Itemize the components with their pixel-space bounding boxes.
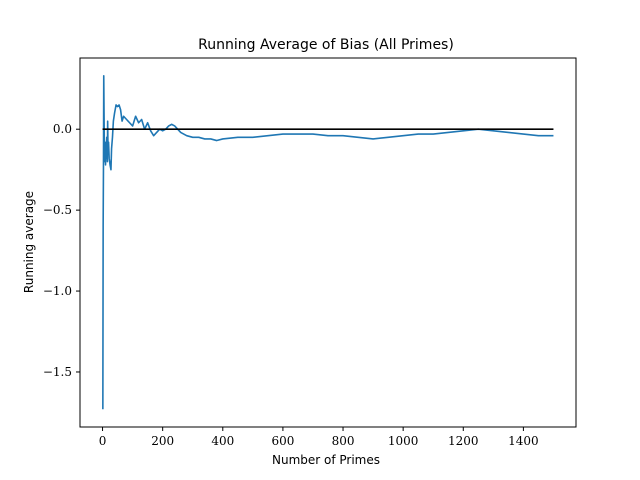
y-tick-label: 0.0 [53,122,72,136]
x-axis: 0 200 400 600 800 1000 1200 1400 [99,427,539,448]
y-axis: −1.5 −1.0 −0.5 0.0 [43,122,80,379]
x-tick-label: 200 [151,434,174,448]
y-tick-label: −0.5 [43,203,72,217]
x-axis-label: Number of Primes [272,453,380,467]
x-tick-label: 1200 [448,434,479,448]
series-line-running-average [102,75,554,410]
chart-title: Running Average of Bias (All Primes) [198,37,454,53]
x-tick-label: 1400 [508,434,539,448]
x-tick-label: 1000 [388,434,419,448]
y-tick-label: −1.0 [43,284,72,298]
x-tick-label: 400 [211,434,234,448]
plot-frame [79,57,577,428]
x-tick-label: 800 [332,434,355,448]
x-tick-label: 600 [271,434,294,448]
y-axis-label: Running average [22,191,36,293]
x-tick-label: 0 [99,434,107,448]
y-tick-label: −1.5 [43,365,72,379]
